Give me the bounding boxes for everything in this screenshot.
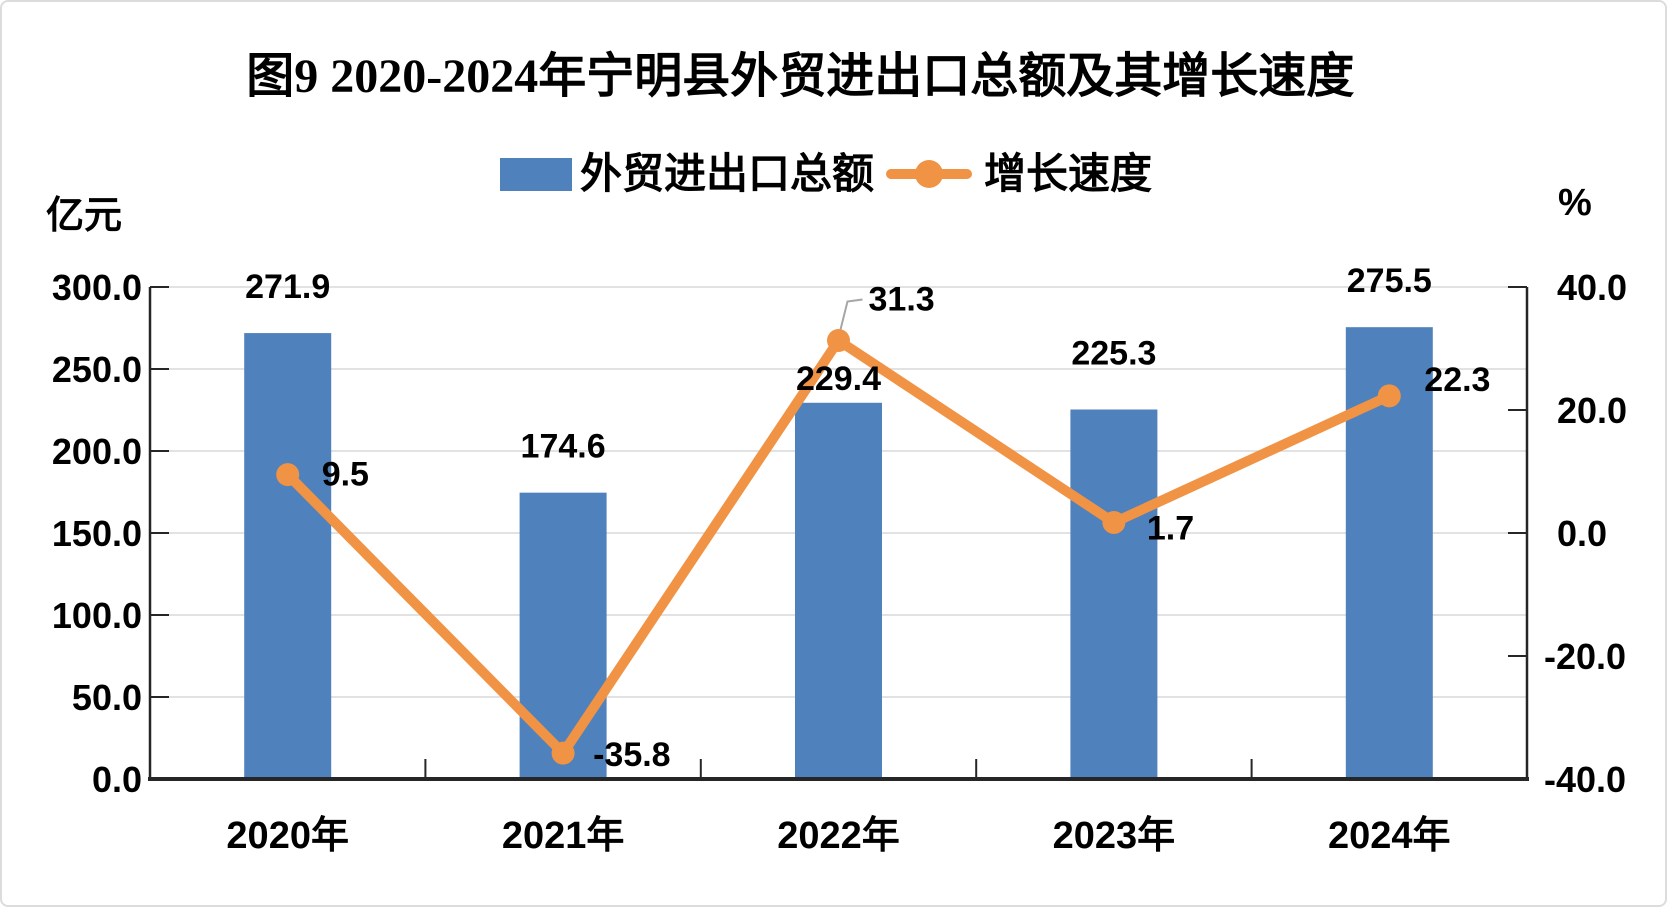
bar-2021年 xyxy=(519,492,607,779)
bar-2022年 xyxy=(795,402,882,779)
left-axis-unit: 亿元 xyxy=(46,195,123,237)
label-leader-line xyxy=(838,298,863,334)
bar-value-label: 275.5 xyxy=(1347,262,1432,300)
legend: 外贸进出口总额 增长速度 xyxy=(500,148,1152,200)
marker-2020年 xyxy=(276,463,300,487)
legend-bar-swatch xyxy=(500,157,572,191)
marker-2024年 xyxy=(1377,384,1401,408)
x-axis-category-label: 2024年 xyxy=(1328,815,1451,857)
line-value-label: 1.7 xyxy=(1147,510,1194,548)
chart-title: 图9 2020-2024年宁明县外贸进出口总额及其增长速度 xyxy=(246,50,1355,103)
left-axis-tick-label: 200.0 xyxy=(52,431,142,472)
x-axis-category-label: 2021年 xyxy=(502,815,625,857)
right-axis-tick-label: 20.0 xyxy=(1557,390,1627,431)
left-axis-tick-label: 0.0 xyxy=(92,759,142,800)
marker-2021年 xyxy=(551,741,575,765)
bar-2023年 xyxy=(1070,409,1158,779)
legend-bar-label: 外贸进出口总额 xyxy=(580,150,875,197)
line-value-label: 22.3 xyxy=(1424,361,1490,399)
left-axis-tick-label: 50.0 xyxy=(72,677,142,718)
x-axis-category-label: 2020年 xyxy=(226,815,349,857)
legend-line-marker-icon xyxy=(915,160,944,188)
right-axis-tick-label: 0.0 xyxy=(1557,513,1607,554)
legend-line-swatch xyxy=(886,160,973,188)
legend-line-label: 增长速度 xyxy=(984,150,1153,197)
x-axis-category-label: 2023年 xyxy=(1053,815,1176,857)
right-axis-tick-label: -20.0 xyxy=(1544,636,1626,677)
bar-value-label: 229.4 xyxy=(796,360,881,398)
left-axis-tick-label: 300.0 xyxy=(52,267,142,308)
marker-2022年 xyxy=(827,329,850,353)
bar-value-label: 271.9 xyxy=(245,268,330,306)
bar-value-label: 174.6 xyxy=(521,428,606,466)
marker-2023年 xyxy=(1102,511,1126,535)
line-value-label: 9.5 xyxy=(322,456,369,494)
line-value-label: -35.8 xyxy=(593,736,671,774)
bar-2020年 xyxy=(244,333,332,779)
right-axis-unit: % xyxy=(1558,182,1592,224)
left-axis-tick-label: 250.0 xyxy=(52,349,142,390)
bar-value-label: 225.3 xyxy=(1071,335,1156,373)
left-axis-tick-label: 100.0 xyxy=(52,595,142,636)
x-axis-category-label: 2022年 xyxy=(777,815,900,857)
left-axis-tick-label: 150.0 xyxy=(52,513,142,554)
right-axis-tick-label: 40.0 xyxy=(1557,267,1627,308)
right-axis-tick-label: -40.0 xyxy=(1544,759,1626,800)
line-value-label: 31.3 xyxy=(869,281,935,319)
